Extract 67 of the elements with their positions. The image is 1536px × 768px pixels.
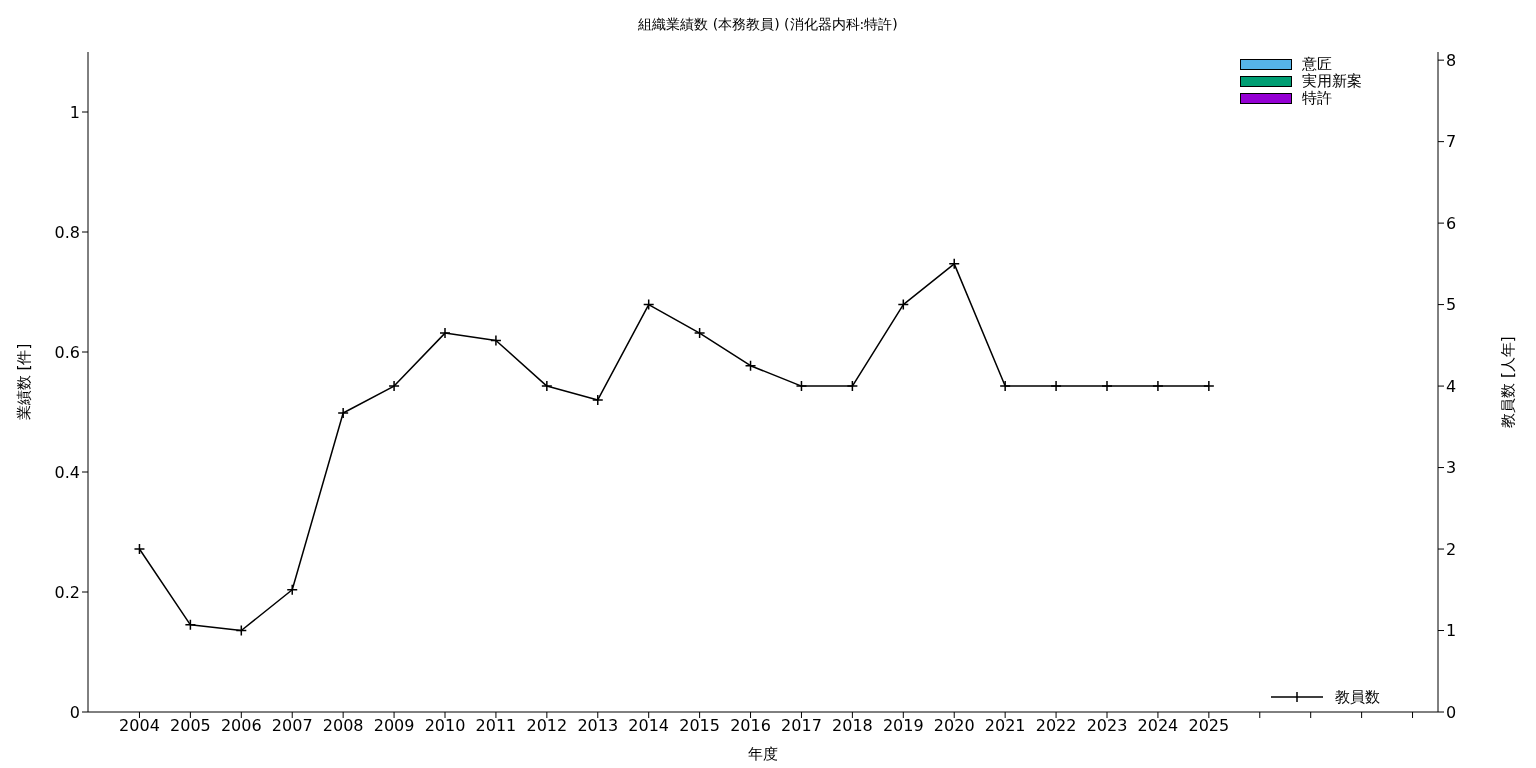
x-tick-label: 2022	[1035, 716, 1077, 736]
point	[1152, 380, 1164, 392]
y-axis-title: 業績数 [件]	[15, 343, 34, 421]
x-axis-title: 年度	[748, 744, 778, 763]
point	[133, 543, 146, 555]
y-tick-label: 0	[69, 702, 80, 722]
x-tick-label: 2005	[170, 716, 211, 736]
point	[948, 258, 960, 270]
x-tick-label: 2012	[526, 716, 568, 736]
point	[999, 380, 1011, 392]
point	[1203, 380, 1215, 392]
x-tick-label: 2025	[1188, 716, 1230, 736]
x-tick-label: 2018	[832, 716, 873, 736]
point	[235, 624, 248, 637]
y-tick-label: 0.6	[54, 342, 80, 362]
x-tick-label: 2010	[424, 716, 466, 736]
point	[1050, 380, 1062, 392]
x-tick-label: 2004	[119, 716, 160, 736]
y2-tick-label: 8	[1446, 50, 1457, 70]
x-tick-label: 2017	[781, 716, 822, 736]
point	[693, 327, 706, 339]
point	[592, 394, 604, 406]
y2-tick-label: 7	[1446, 132, 1457, 152]
y-tick-label: 1	[69, 102, 80, 122]
x-tick-label: 2023	[1086, 716, 1128, 736]
x-tick-label: 2013	[577, 716, 619, 736]
y2-tick-label: 5	[1446, 295, 1457, 315]
x-tick-label: 2014	[628, 716, 670, 736]
x-tick-label: 2008	[322, 716, 364, 736]
y2-tick-label: 4	[1446, 376, 1457, 396]
x-tick-label: 2007	[271, 716, 313, 736]
x-tick-label: 2021	[984, 716, 1026, 736]
x-tick-label: 2011	[475, 716, 517, 736]
point	[795, 380, 808, 392]
legend-label: 特許	[1302, 89, 1332, 108]
x-tick-label: 2006	[220, 716, 262, 736]
point	[642, 298, 655, 311]
y2-tick-label: 2	[1446, 539, 1457, 559]
x-tick-label: 2020	[933, 716, 975, 736]
point	[897, 298, 910, 311]
y2-tick-label: 3	[1446, 458, 1457, 478]
point	[541, 380, 553, 392]
y-tick-label: 0.8	[54, 222, 80, 242]
legend-label: 実用新案	[1302, 72, 1362, 91]
x-tick-label: 2016	[730, 716, 771, 736]
point	[388, 380, 400, 392]
chart-title: 組織業績数 (本務教員) (消化器内科:特許)	[637, 16, 899, 34]
y-tick-label: 0.4	[54, 462, 80, 482]
legend-label: 教員数	[1335, 687, 1380, 707]
point	[846, 380, 859, 392]
y2-tick-label: 0	[1446, 702, 1457, 722]
point	[1101, 380, 1113, 392]
y2-tick-label: 1	[1446, 621, 1457, 641]
point	[286, 584, 298, 596]
point	[744, 359, 757, 372]
x-tick-label: 2009	[373, 716, 415, 736]
y2-axis-title: 教員数 [人年]	[1499, 336, 1518, 428]
x-tick-label: 2019	[882, 716, 924, 736]
legend-label: 意匠	[1302, 55, 1332, 73]
point	[439, 327, 451, 339]
point	[490, 334, 502, 347]
x-tick-label: 2024	[1137, 716, 1179, 736]
point	[184, 619, 197, 631]
point	[337, 407, 349, 419]
x-tick-label: 2015	[679, 716, 720, 736]
y2-tick-label: 6	[1446, 213, 1457, 233]
y-tick-label: 0.2	[54, 582, 80, 602]
